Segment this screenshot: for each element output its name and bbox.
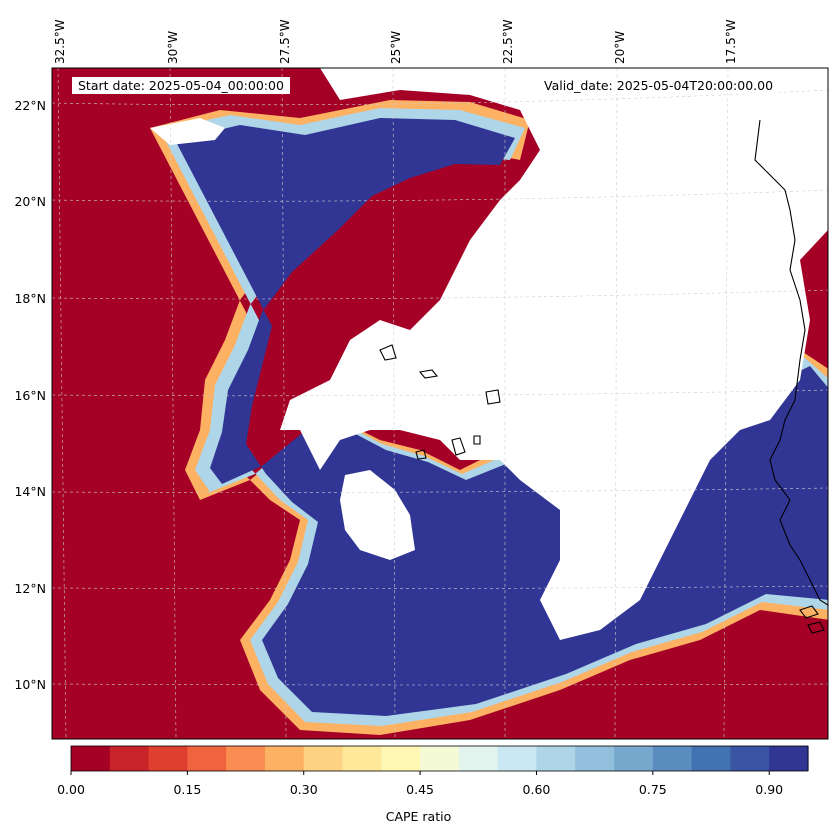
colorbar-swatch — [536, 746, 576, 771]
colorbar-frame — [70, 745, 809, 772]
coastline — [379, 119, 828, 634]
latitude-tick-label: 18°N — [14, 291, 46, 306]
colorbar-tick-label: 0.90 — [755, 782, 784, 797]
longitude-tick-label: 30°W — [166, 30, 180, 64]
latitude-tick-label: 22°N — [14, 98, 46, 113]
colorbar-swatch — [187, 746, 227, 771]
colorbar-swatch — [730, 746, 770, 771]
field-masked-north — [150, 118, 225, 145]
colorbar-tick-label: 0.60 — [522, 782, 551, 797]
colorbar-swatch — [420, 746, 460, 771]
colorbar-swatch — [691, 746, 732, 771]
latitude-tick-label: 14°N — [14, 484, 46, 499]
valid-date-annotation: Valid_date: 2025-05-04T20:00:00.00 — [538, 77, 780, 94]
colorbar-swatch — [148, 746, 188, 771]
longitude-tick-label: 17.5°W — [724, 19, 738, 64]
longitude-tick-label: 22.5°W — [501, 19, 515, 64]
field-masked-region — [280, 68, 828, 640]
colorbar-swatch — [458, 746, 499, 771]
longitude-tick-label: 27.5°W — [278, 19, 292, 64]
colorbar-tick-label: 0.75 — [638, 782, 667, 797]
colorbar-tick-label: 0.45 — [406, 782, 435, 797]
latitude-tick-label: 20°N — [14, 194, 46, 209]
latitude-tick-label: 12°N — [14, 581, 46, 596]
colorbar-swatch — [575, 746, 615, 771]
colorbar-swatch — [342, 746, 382, 771]
colorbar-swatch — [769, 746, 809, 771]
colorbar-swatch — [614, 746, 654, 771]
colorbar-swatch — [264, 746, 305, 771]
latitude-tick-label: 10°N — [14, 677, 46, 692]
colorbar-label: CAPE ratio — [385, 809, 452, 824]
longitude-tick-label: 25°W — [389, 30, 403, 64]
map-frame — [51, 67, 829, 740]
colorbar-swatch — [109, 746, 150, 771]
longitude-tick-label: 32.5°W — [53, 19, 67, 64]
colorbar-swatch — [381, 746, 421, 771]
start-date-annotation: Start date: 2025-05-04_00:00:00 — [72, 77, 290, 94]
colorbar-swatch — [303, 746, 344, 771]
colorbar-tick-label: 0.15 — [173, 782, 202, 797]
field-high-cape — [175, 118, 828, 716]
colorbar — [70, 746, 809, 775]
latitude-tick-label: 16°N — [14, 388, 46, 403]
colorbar-tick-label: 0.00 — [57, 782, 85, 797]
colorbar-swatch — [497, 746, 538, 771]
colorbar-swatch — [71, 746, 111, 771]
colorbar-swatch — [652, 746, 693, 771]
colorbar-tick-label: 0.30 — [289, 782, 318, 797]
longitude-tick-label: 20°W — [613, 30, 627, 64]
gridlines — [52, 68, 828, 739]
colorbar-swatch — [226, 746, 266, 771]
